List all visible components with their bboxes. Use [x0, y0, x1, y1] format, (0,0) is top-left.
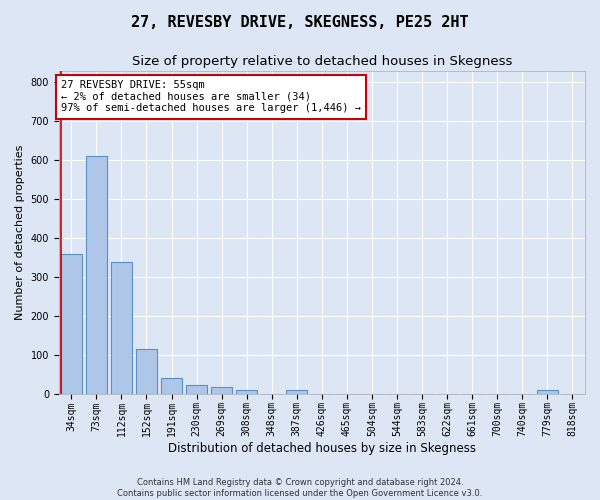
Text: 27 REVESBY DRIVE: 55sqm
← 2% of detached houses are smaller (34)
97% of semi-det: 27 REVESBY DRIVE: 55sqm ← 2% of detached… [61, 80, 361, 114]
Text: Contains HM Land Registry data © Crown copyright and database right 2024.
Contai: Contains HM Land Registry data © Crown c… [118, 478, 482, 498]
Bar [86, 156, 107, 394]
Bar [136, 349, 157, 394]
Bar [186, 385, 207, 394]
Bar [211, 388, 232, 394]
Text: 27, REVESBY DRIVE, SKEGNESS, PE25 2HT: 27, REVESBY DRIVE, SKEGNESS, PE25 2HT [131, 15, 469, 30]
Bar [286, 390, 307, 394]
Bar [537, 390, 558, 394]
X-axis label: Distribution of detached houses by size in Skegness: Distribution of detached houses by size … [168, 442, 476, 455]
Y-axis label: Number of detached properties: Number of detached properties [15, 144, 25, 320]
Bar [236, 390, 257, 394]
Bar [111, 262, 132, 394]
Title: Size of property relative to detached houses in Skegness: Size of property relative to detached ho… [132, 55, 512, 68]
Bar [61, 254, 82, 394]
Bar [161, 378, 182, 394]
